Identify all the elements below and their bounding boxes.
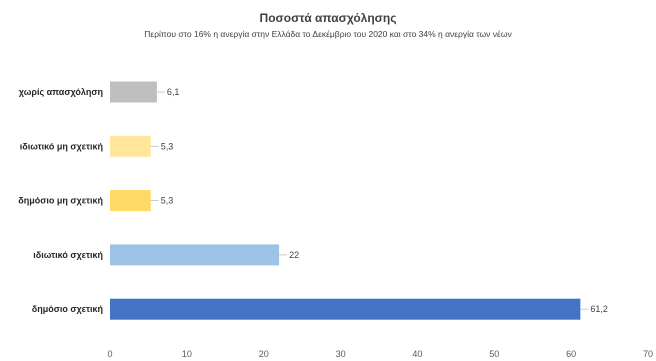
chart-title: Ποσοστά απασχόλησης [260,11,397,25]
chart-subtitle: Περίπου στο 16% η ανεργία στην Ελλάδα το… [144,29,511,39]
data-label: 5,3 [161,141,174,151]
bar [110,298,581,320]
bar [110,135,151,157]
bar [110,190,151,212]
data-label: 22 [289,250,299,260]
x-tick-label: 50 [489,349,499,359]
x-tick-label: 70 [643,349,653,359]
data-label: 5,3 [161,196,174,206]
category-label: δημόσιο σχετική [32,304,103,314]
category-label: ιδιωτικό μη σχετική [20,141,103,151]
data-label: 6,1 [167,87,180,97]
x-axis-ticks: 0 10 20 30 40 50 60 70 [107,349,653,359]
x-tick-label: 40 [412,349,422,359]
category-label: δημόσιο μη σχετική [18,196,103,206]
x-tick-label: 10 [182,349,192,359]
x-tick-label: 0 [107,349,112,359]
category-label: χωρίς απασχόληση [19,87,103,97]
bar [110,81,157,103]
x-tick-label: 20 [259,349,269,359]
x-tick-label: 60 [566,349,576,359]
x-tick-label: 30 [336,349,346,359]
category-label: ιδιωτικό σχετική [33,250,103,260]
bars-group: χωρίς απασχόληση 6,1 ιδιωτικό μη σχετική 5,… [18,81,608,320]
bar [110,244,280,266]
data-label: 61,2 [590,304,608,314]
